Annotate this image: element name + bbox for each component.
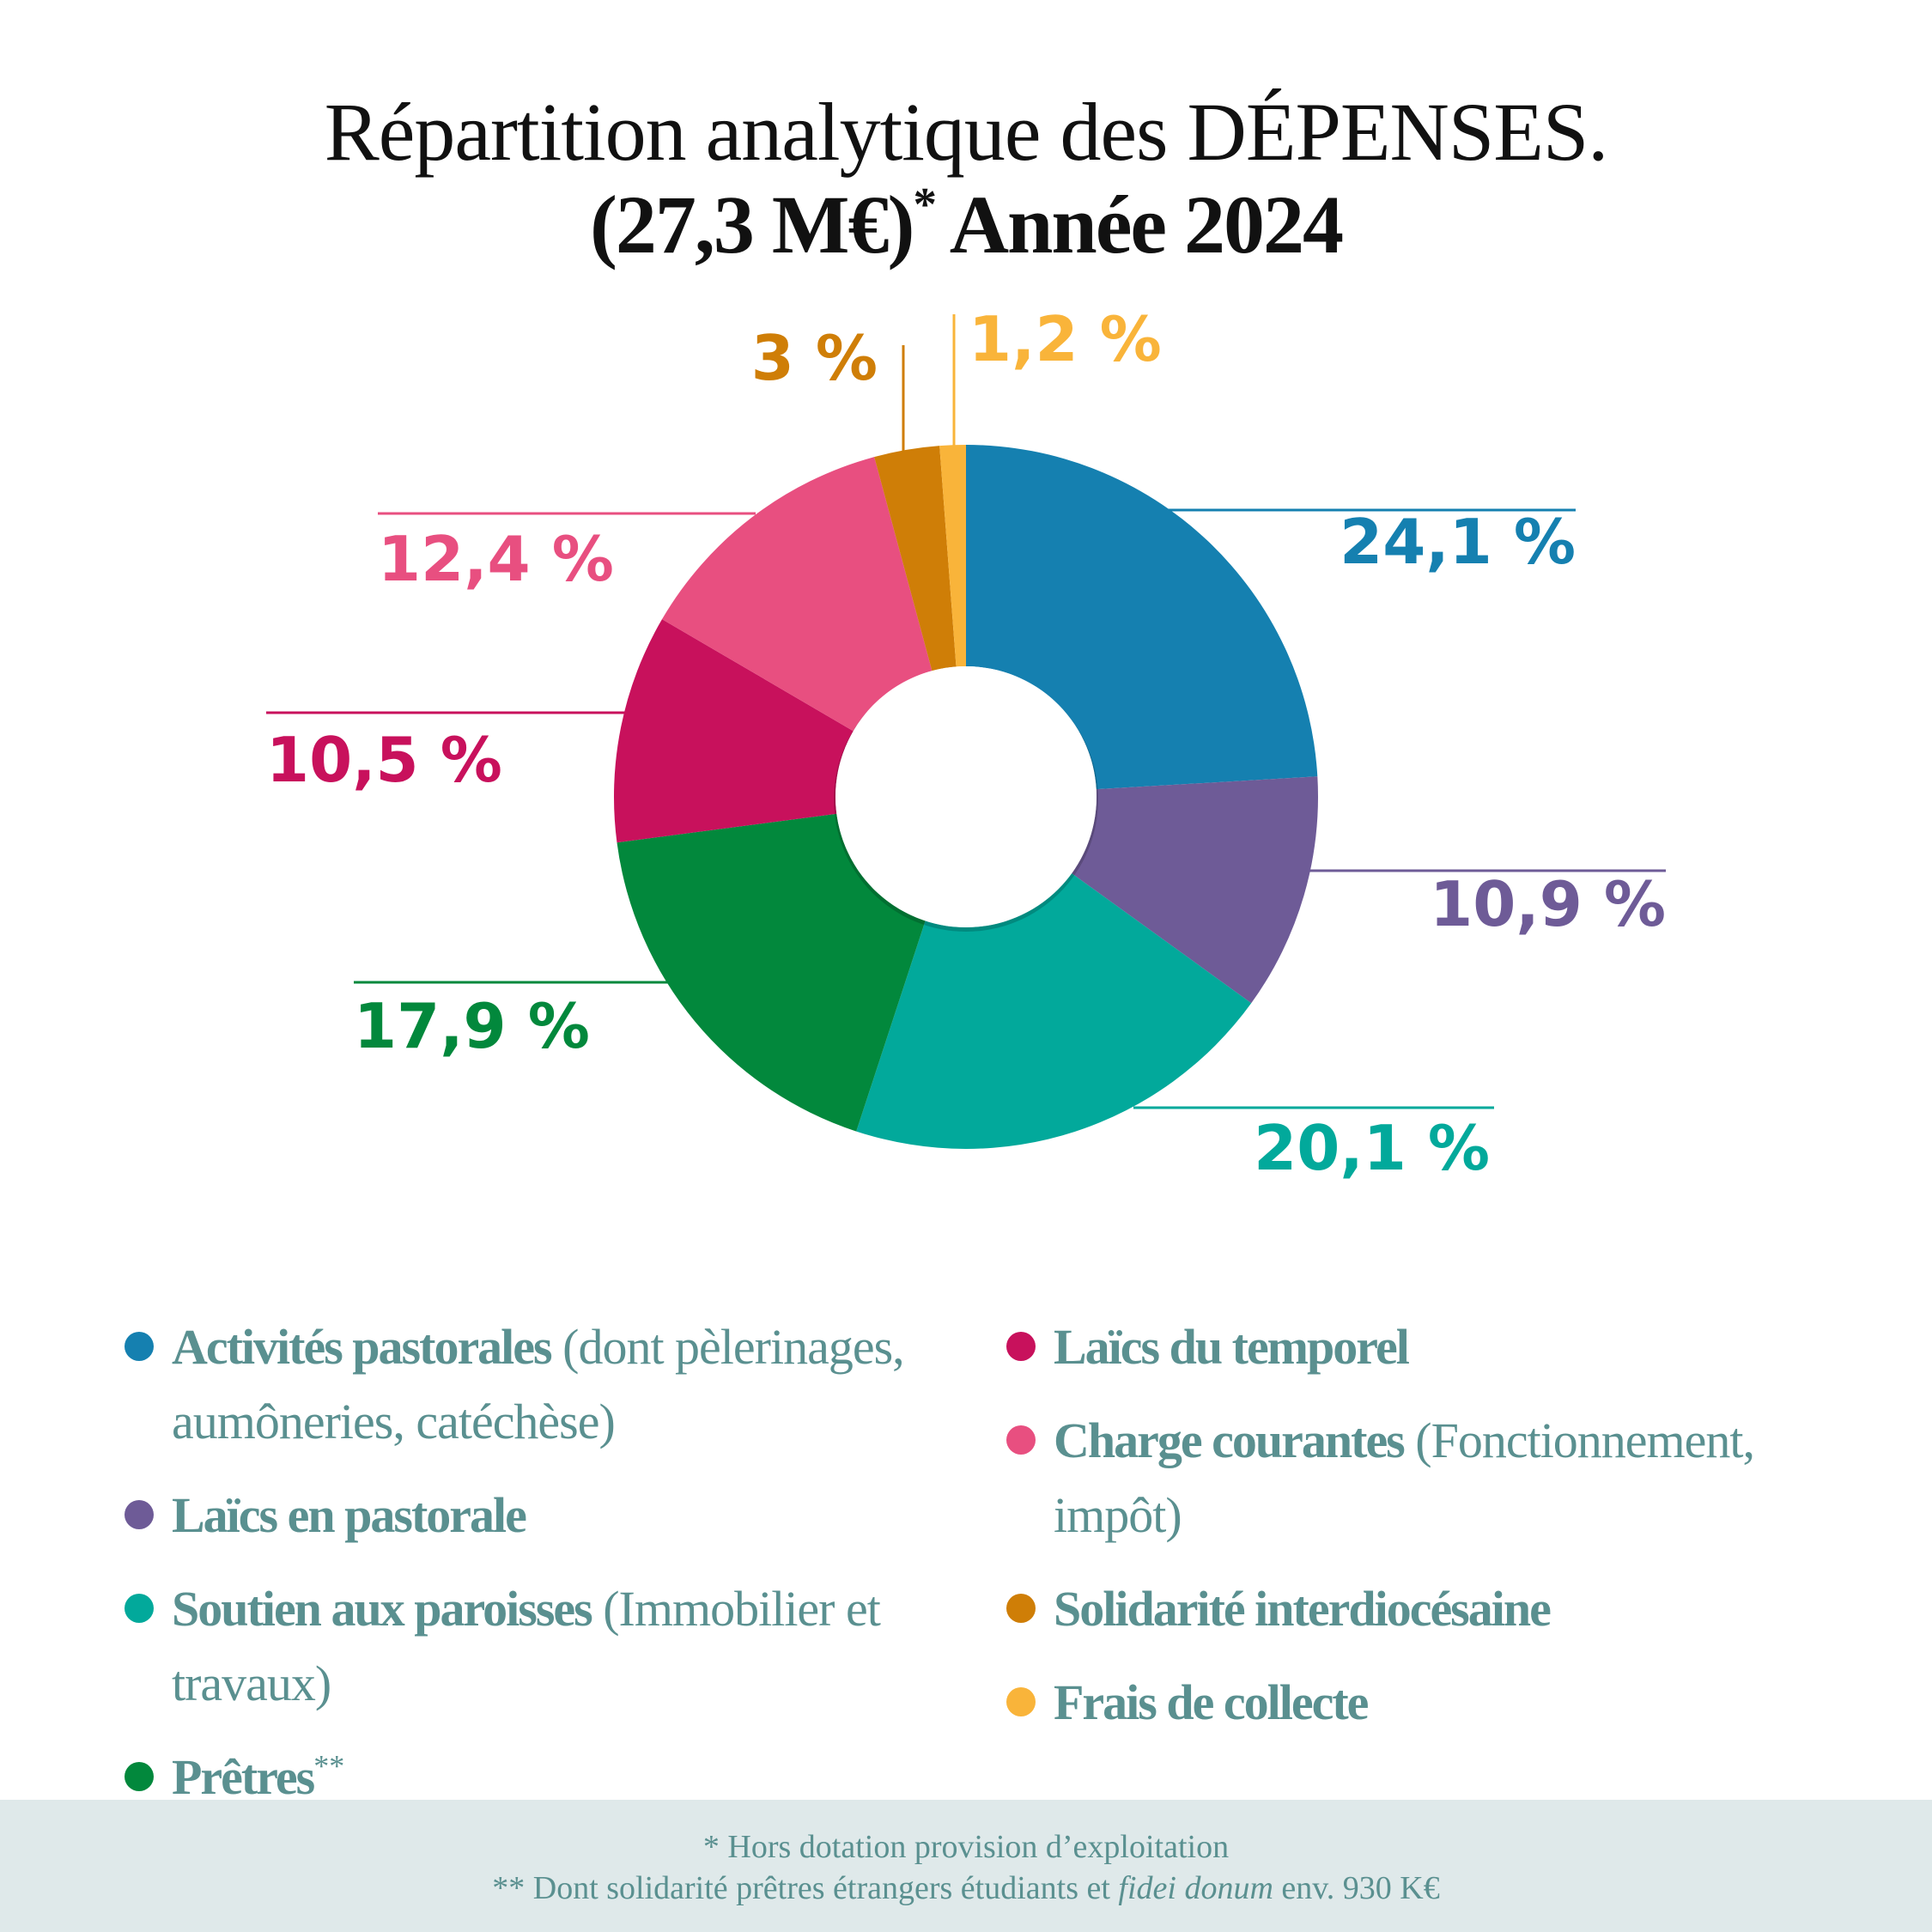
legend-text: Laïcs du temporel (1054, 1309, 1874, 1384)
legend-footnote-mark: ** (313, 1748, 345, 1783)
slice-2 (1072, 776, 1318, 1004)
legend-description: (Immobilier et travaux) (172, 1581, 881, 1711)
footnote-2-italic: fidei donum (1118, 1869, 1273, 1906)
legend-left-item-2: Laïcs en pastorale (125, 1478, 949, 1552)
title-line-2: (27,3 M€)* Année 2024 (0, 179, 1932, 271)
legend-description: (dont pèlerinages, aumôneries, catéchèse… (172, 1319, 905, 1449)
value-label-7: 3 % (751, 322, 878, 394)
legend-left-item-4: Prêtres** (125, 1740, 949, 1814)
legend-label: Laïcs du temporel (1054, 1319, 1410, 1375)
legend-dot-icon (1006, 1332, 1036, 1361)
legend-label: Solidarité interdiocésaine (1054, 1581, 1552, 1637)
footnote-2: ** Dont solidarité prêtres étrangers étu… (0, 1868, 1932, 1910)
legend-dot-icon (125, 1500, 154, 1529)
value-label-1: 24,1 % (1340, 506, 1576, 578)
title-footnote-mark: * (913, 177, 937, 230)
legend-dot-icon (125, 1762, 154, 1791)
legend-right-item-4: Frais de collecte (1006, 1665, 1874, 1740)
legend-label: Frais de collecte (1054, 1674, 1369, 1730)
legend-right-column: Laïcs du temporel Charge courantes (Fonct… (1006, 1309, 1874, 1759)
value-label-2: 10,9 % (1430, 868, 1666, 940)
slice-5 (614, 619, 854, 843)
legend-right-item-2: Charge courantes (Fonctionnement, impôt) (1006, 1403, 1874, 1552)
legend-text: Soutien aux paroisses (Immobilier et tra… (172, 1571, 949, 1721)
legend-label: Charge courantes (1054, 1413, 1406, 1468)
title-year: Année 2024 (935, 178, 1344, 270)
donut-chart: 24,1 % 10,9 % 20,1 % 17,9 % 10,5 % 12,4 % 3 % 1… (266, 303, 1666, 1184)
legend-right-item-3: Solidarité interdiocésaine (1006, 1571, 1874, 1646)
chart-title: Répartition analytique des DÉPENSES. (27… (0, 86, 1932, 270)
legend-left-column: Activités pastorales (dont pèlerinages, … (125, 1309, 949, 1833)
legend-text: Solidarité interdiocésaine (1054, 1571, 1874, 1646)
legend-label: Activités pastorales (172, 1319, 553, 1375)
legend-dot-icon (1006, 1594, 1036, 1623)
footnote-2-text: ** Dont solidarité prêtres étrangers étu… (492, 1869, 1119, 1906)
value-label-5: 10,5 % (266, 724, 502, 796)
value-label-4: 17,9 % (354, 990, 590, 1062)
legend-label: Prêtres (172, 1749, 315, 1805)
slice-4 (617, 813, 926, 1132)
legend-description: (Fonctionnement, impôt) (1054, 1413, 1755, 1543)
legend-dot-icon (1006, 1687, 1036, 1716)
title-line-1: Répartition analytique des DÉPENSES. (324, 86, 1608, 178)
footnotes: * Hors dotation provision d’exploitation… (0, 1800, 1932, 1932)
donut-hole (835, 666, 1097, 927)
legend-dot-icon (125, 1594, 154, 1623)
legend-right-item-1: Laïcs du temporel (1006, 1309, 1874, 1384)
slice-6 (662, 457, 933, 732)
legend-text: Laïcs en pastorale (172, 1478, 949, 1552)
slice-7 (874, 446, 957, 671)
slice-8 (939, 445, 966, 667)
legend-text: Prêtres** (172, 1740, 949, 1814)
value-label-8: 1,2 % (969, 303, 1162, 375)
legend-dot-icon (1006, 1425, 1036, 1455)
legend-label: Soutien aux paroisses (172, 1581, 593, 1637)
footnote-1: * Hors dotation provision d’exploitation (702, 1829, 1230, 1865)
title-total: (27,3 M€) (589, 178, 915, 270)
legend-dot-icon (125, 1332, 154, 1361)
value-label-3: 20,1 % (1254, 1112, 1490, 1184)
footnote-2-amount: env. 930 K€ (1273, 1869, 1440, 1906)
legend-left-item-3: Soutien aux paroisses (Immobilier et tra… (125, 1571, 949, 1721)
legend-text: Charge courantes (Fonctionnement, impôt) (1054, 1403, 1874, 1552)
slice-3 (856, 873, 1252, 1149)
legend-label: Laïcs en pastorale (172, 1487, 527, 1543)
legend-text: Frais de collecte (1054, 1665, 1874, 1740)
legend-text: Activités pastorales (dont pèlerinages, … (172, 1309, 949, 1459)
value-label-6: 12,4 % (378, 523, 614, 595)
slice-1 (966, 445, 1318, 790)
legend-left-item-1: Activités pastorales (dont pèlerinages, … (125, 1309, 949, 1459)
